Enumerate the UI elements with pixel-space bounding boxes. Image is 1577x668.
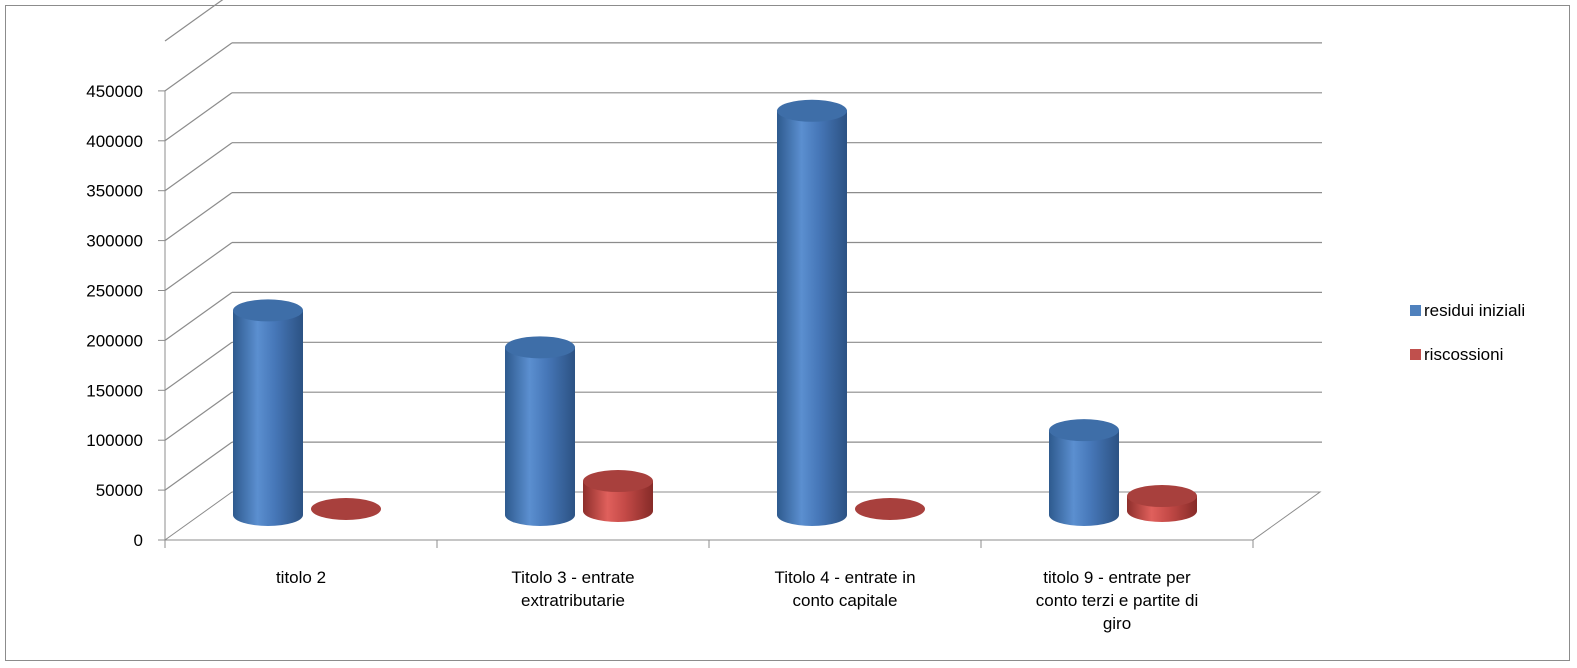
y-tick-label: 200000 <box>86 331 143 350</box>
y-tick-label: 350000 <box>86 182 143 201</box>
bar-top <box>777 99 847 122</box>
legend-label: residui iniziali <box>1424 301 1525 320</box>
bar-body <box>1049 430 1119 526</box>
gridline-side <box>164 92 233 142</box>
bar-riscossioni <box>855 498 925 521</box>
y-tick-label: 50000 <box>96 481 143 500</box>
gridline-side <box>164 441 233 491</box>
gridline-side <box>164 341 233 391</box>
bar-body <box>777 110 847 526</box>
y-tick-label: 100000 <box>86 431 143 450</box>
x-category-label-line: extratributarie <box>521 591 625 610</box>
x-category-label-line: conto terzi e partite di <box>1036 591 1199 610</box>
x-category-label-line: conto capitale <box>793 591 898 610</box>
x-category-label-line: titolo 2 <box>276 568 326 587</box>
bar-body <box>233 310 303 526</box>
gridline-side <box>164 192 233 242</box>
y-axis: 0 50000 100000 150000 200000 250000 300000 3500… <box>86 82 165 550</box>
x-category-label-line: Titolo 4 - entrate in <box>774 568 915 587</box>
x-category-label-line: giro <box>1103 614 1131 633</box>
y-tick-label: 0 <box>134 531 143 550</box>
gridline-side <box>164 42 233 92</box>
bar-top <box>311 498 381 521</box>
bar-top <box>1049 419 1119 442</box>
y-tick-label: 450000 <box>86 82 143 101</box>
x-category-label: titolo 2 <box>276 568 326 587</box>
gridline-side <box>164 391 233 441</box>
bar-residui-iniziali <box>777 99 847 526</box>
bar-riscossioni <box>1127 485 1197 522</box>
gridline-side <box>164 242 233 291</box>
bar-top <box>583 470 653 493</box>
gridline-side <box>164 142 233 192</box>
bar-residui-iniziali <box>233 299 303 526</box>
gridline-side <box>164 291 233 341</box>
x-category-label-line: Titolo 3 - entrate <box>511 568 634 587</box>
bar-body <box>505 347 575 526</box>
gridline-side <box>164 0 224 42</box>
bar-residui-iniziali <box>505 336 575 526</box>
bar-riscossioni <box>311 498 381 521</box>
y-tick-label: 250000 <box>86 282 143 301</box>
legend-swatch <box>1410 349 1421 360</box>
bar-top <box>855 498 925 521</box>
legend: residui iniziali riscossioni <box>1410 301 1525 364</box>
bar-body <box>583 481 653 522</box>
bar-residui-iniziali <box>1049 419 1119 526</box>
x-category-label: Titolo 3 - entrate extratributarie <box>511 568 634 610</box>
gridlines <box>164 0 1322 491</box>
bar-top <box>233 299 303 322</box>
legend-swatch <box>1410 305 1421 316</box>
bar-top <box>1127 485 1197 508</box>
bar-riscossioni <box>583 470 653 522</box>
x-category-label: titolo 9 - entrate per conto terzi e part… <box>1036 568 1199 633</box>
y-tick-label: 400000 <box>86 132 143 151</box>
plot-walls <box>163 90 1322 541</box>
y-tick-label: 150000 <box>86 381 143 400</box>
legend-label: riscossioni <box>1424 345 1503 364</box>
x-axis: titolo 2 Titolo 3 - entrate extratributari… <box>164 539 1254 633</box>
x-category-label-line: titolo 9 - entrate per <box>1043 568 1191 587</box>
y-tick-label: 300000 <box>86 232 143 251</box>
bars <box>233 99 1197 526</box>
bar-top <box>505 336 575 359</box>
x-category-label: Titolo 4 - entrate in conto capitale <box>774 568 915 610</box>
